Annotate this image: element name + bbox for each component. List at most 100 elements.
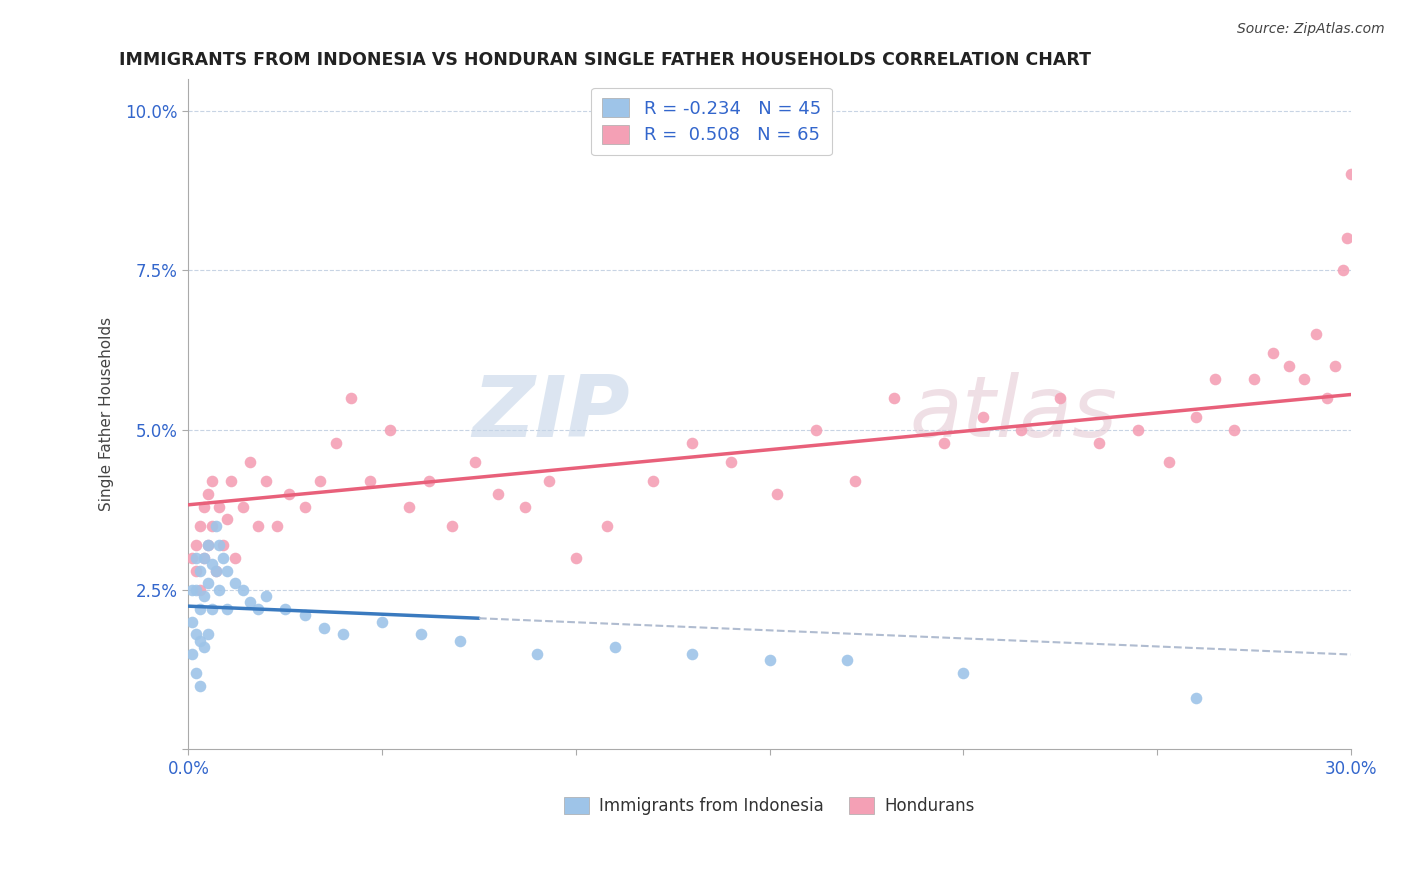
- Point: [681, 435, 703, 450]
- Point: [1336, 231, 1358, 245]
- Text: ZIP: ZIP: [472, 373, 630, 456]
- Point: [201, 474, 224, 488]
- Point: [184, 582, 207, 597]
- Point: [440, 518, 463, 533]
- Point: [681, 647, 703, 661]
- Point: [932, 435, 955, 450]
- Point: [464, 455, 486, 469]
- Point: [188, 582, 211, 597]
- Point: [232, 582, 254, 597]
- Point: [409, 627, 432, 641]
- Point: [526, 647, 548, 661]
- Point: [398, 500, 420, 514]
- Point: [201, 602, 224, 616]
- Point: [193, 550, 215, 565]
- Point: [193, 640, 215, 655]
- Point: [844, 474, 866, 488]
- Point: [247, 602, 270, 616]
- Point: [232, 500, 254, 514]
- Point: [1340, 168, 1362, 182]
- Y-axis label: Single Father Households: Single Father Households: [100, 317, 114, 511]
- Point: [274, 602, 297, 616]
- Point: [1157, 455, 1180, 469]
- Point: [371, 615, 394, 629]
- Point: [1184, 410, 1206, 425]
- Point: [1184, 691, 1206, 706]
- Point: [197, 487, 219, 501]
- Point: [239, 595, 262, 609]
- Point: [378, 423, 401, 437]
- Point: [565, 550, 588, 565]
- Point: [184, 627, 207, 641]
- Point: [204, 564, 226, 578]
- Point: [197, 538, 219, 552]
- Text: atlas: atlas: [910, 373, 1116, 456]
- Point: [449, 633, 471, 648]
- Point: [1324, 359, 1347, 373]
- Point: [1223, 423, 1246, 437]
- Point: [201, 557, 224, 571]
- Point: [340, 391, 363, 405]
- Point: [212, 550, 235, 565]
- Point: [1204, 372, 1226, 386]
- Point: [278, 487, 301, 501]
- Point: [254, 589, 277, 603]
- Point: [294, 608, 316, 623]
- Point: [1049, 391, 1071, 405]
- Point: [188, 518, 211, 533]
- Point: [835, 653, 858, 667]
- Point: [312, 621, 335, 635]
- Point: [766, 487, 789, 501]
- Point: [184, 538, 207, 552]
- Point: [266, 518, 288, 533]
- Point: [217, 564, 239, 578]
- Point: [515, 500, 537, 514]
- Point: [883, 391, 905, 405]
- Point: [804, 423, 827, 437]
- Point: [217, 602, 239, 616]
- Point: [208, 538, 231, 552]
- Point: [247, 518, 270, 533]
- Point: [188, 633, 211, 648]
- Point: [224, 550, 246, 565]
- Point: [294, 500, 316, 514]
- Point: [1243, 372, 1265, 386]
- Point: [204, 518, 226, 533]
- Point: [1088, 435, 1111, 450]
- Point: [181, 550, 204, 565]
- Point: [325, 435, 347, 450]
- Point: [188, 602, 211, 616]
- Point: [254, 474, 277, 488]
- Point: [1331, 263, 1354, 277]
- Legend: Immigrants from Indonesia, Hondurans: Immigrants from Indonesia, Hondurans: [558, 790, 981, 822]
- Point: [1126, 423, 1149, 437]
- Point: [309, 474, 332, 488]
- Text: Source: ZipAtlas.com: Source: ZipAtlas.com: [1237, 22, 1385, 37]
- Point: [217, 512, 239, 526]
- Point: [1010, 423, 1032, 437]
- Point: [197, 538, 219, 552]
- Point: [360, 474, 382, 488]
- Point: [952, 665, 974, 680]
- Point: [720, 455, 742, 469]
- Point: [224, 576, 246, 591]
- Point: [188, 679, 211, 693]
- Point: [204, 564, 226, 578]
- Point: [1294, 372, 1316, 386]
- Point: [486, 487, 509, 501]
- Point: [208, 582, 231, 597]
- Point: [1263, 346, 1285, 360]
- Text: IMMIGRANTS FROM INDONESIA VS HONDURAN SINGLE FATHER HOUSEHOLDS CORRELATION CHART: IMMIGRANTS FROM INDONESIA VS HONDURAN SI…: [118, 51, 1091, 69]
- Point: [181, 647, 204, 661]
- Point: [603, 640, 626, 655]
- Point: [972, 410, 994, 425]
- Point: [1278, 359, 1301, 373]
- Point: [181, 582, 204, 597]
- Point: [1316, 391, 1339, 405]
- Point: [1305, 327, 1327, 342]
- Point: [193, 500, 215, 514]
- Point: [758, 653, 780, 667]
- Point: [219, 474, 242, 488]
- Point: [197, 627, 219, 641]
- Point: [193, 589, 215, 603]
